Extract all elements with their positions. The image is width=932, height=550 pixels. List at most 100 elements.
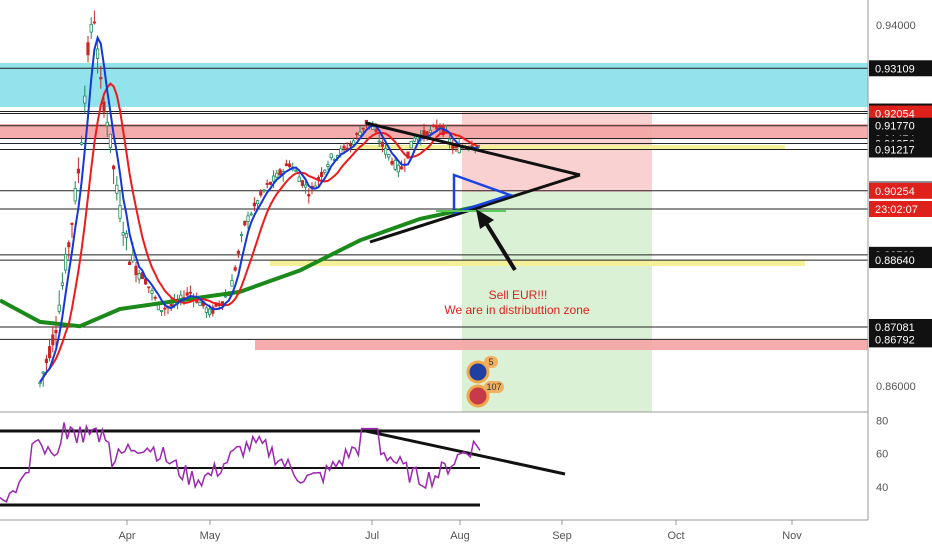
sell-note: Sell EUR!!! bbox=[489, 288, 548, 302]
candle-body bbox=[127, 261, 132, 265]
price-label-bg bbox=[869, 117, 932, 134]
candle-body bbox=[159, 309, 164, 312]
time-label: Jul bbox=[365, 530, 379, 542]
candle-body bbox=[329, 153, 333, 159]
arrow-head bbox=[476, 209, 494, 229]
candle-body bbox=[326, 164, 330, 167]
candle-body bbox=[80, 142, 84, 145]
rsi-axis: 80 60 40 bbox=[876, 415, 888, 493]
time-label: Sep bbox=[552, 530, 572, 542]
candle-body bbox=[396, 164, 401, 173]
candle-body bbox=[60, 282, 65, 286]
arrow bbox=[476, 209, 517, 272]
candle-body bbox=[51, 334, 55, 346]
badge-5[interactable] bbox=[484, 356, 498, 368]
time-label: Oct bbox=[667, 530, 684, 542]
badge-107-label: 107 bbox=[486, 382, 501, 392]
candle-body bbox=[121, 232, 125, 236]
target-zone bbox=[462, 192, 652, 412]
candle-body bbox=[96, 48, 100, 59]
time-label: Aug bbox=[450, 530, 470, 542]
candle-body bbox=[64, 253, 68, 271]
uk-flag-icon[interactable] bbox=[466, 384, 490, 408]
candle-body bbox=[262, 189, 266, 192]
candle-body bbox=[185, 292, 189, 296]
candle-body bbox=[67, 242, 71, 248]
candle-body bbox=[399, 166, 404, 170]
price-label-bg bbox=[869, 318, 932, 335]
price-label-bg bbox=[869, 141, 932, 158]
candle-body bbox=[377, 140, 381, 143]
candle-body bbox=[105, 121, 109, 127]
candle-body bbox=[134, 265, 138, 276]
candle-body bbox=[303, 184, 308, 188]
candle-body bbox=[371, 126, 375, 130]
candle-body bbox=[236, 250, 240, 254]
price-label-bg bbox=[869, 331, 932, 348]
candle-body bbox=[137, 273, 141, 280]
badge-5-label: 5 bbox=[488, 357, 493, 367]
distribution-note: We are in distributtion zone bbox=[444, 303, 590, 317]
candle-body bbox=[278, 169, 282, 176]
candle-body bbox=[150, 290, 154, 294]
candle-body bbox=[246, 215, 250, 222]
candle-body bbox=[297, 176, 301, 183]
candle-body bbox=[220, 301, 224, 305]
candle-body bbox=[265, 183, 269, 185]
price-label: 23:02:07 bbox=[875, 204, 918, 216]
candle-body bbox=[342, 145, 346, 149]
candle-body bbox=[412, 137, 417, 142]
candle-body bbox=[351, 140, 356, 145]
candle-body bbox=[48, 346, 52, 359]
yellow-band-top bbox=[350, 145, 785, 150]
triangle-upper-line bbox=[365, 121, 581, 177]
candle-body bbox=[361, 127, 365, 130]
level-lines bbox=[0, 67, 868, 340]
candle-body bbox=[323, 169, 327, 173]
price-label: 0.93109 bbox=[875, 63, 915, 75]
candle-body bbox=[249, 213, 253, 216]
arrow-shaft bbox=[484, 221, 517, 272]
candle-body bbox=[147, 286, 151, 289]
candle-body bbox=[319, 171, 324, 177]
candle-body bbox=[300, 180, 305, 186]
candle-body bbox=[271, 175, 276, 182]
price-axis: 0.94000 0.86000 0.931090.921010.920540.9… bbox=[867, 0, 932, 520]
candle-body bbox=[454, 146, 458, 149]
ma-200-line bbox=[0, 204, 481, 329]
candle-body bbox=[73, 188, 77, 202]
candle-body bbox=[198, 301, 202, 306]
price-label: 0.86792 bbox=[875, 334, 915, 346]
candle-body bbox=[252, 202, 256, 207]
price-grid-label-bottom: 0.86000 bbox=[876, 381, 916, 393]
candle-body bbox=[153, 296, 157, 299]
candle-body bbox=[89, 23, 93, 33]
eu-flag-icon[interactable] bbox=[466, 360, 490, 384]
price-labels: 0.931090.921010.920540.917700.914740.913… bbox=[869, 60, 932, 348]
candle-body bbox=[431, 125, 436, 127]
time-label: Nov bbox=[782, 530, 802, 542]
event-badges[interactable]: 5 107 bbox=[466, 356, 504, 408]
price-label-bg bbox=[869, 182, 932, 199]
candle-body bbox=[169, 303, 173, 307]
candle-body bbox=[204, 307, 208, 313]
triangle-lower-line bbox=[369, 173, 581, 244]
candle-body bbox=[239, 234, 244, 236]
candle-body bbox=[390, 160, 394, 165]
price-label: 0.88640 bbox=[875, 255, 915, 267]
candle-body bbox=[284, 163, 289, 167]
candle-body bbox=[115, 184, 119, 194]
candle-body bbox=[41, 371, 45, 374]
time-label: Apr bbox=[118, 530, 135, 542]
candle-body bbox=[124, 233, 128, 239]
price-label: 0.87081 bbox=[875, 322, 915, 334]
price-label-bg bbox=[869, 60, 932, 77]
candle-body bbox=[275, 172, 279, 178]
triangle-pattern bbox=[365, 121, 581, 244]
ma-slow-line bbox=[39, 82, 479, 383]
time-label: May bbox=[200, 530, 221, 542]
candle-body bbox=[380, 141, 385, 147]
badge-107[interactable] bbox=[484, 381, 504, 393]
candle-body bbox=[374, 129, 378, 132]
candle-body bbox=[70, 223, 74, 225]
